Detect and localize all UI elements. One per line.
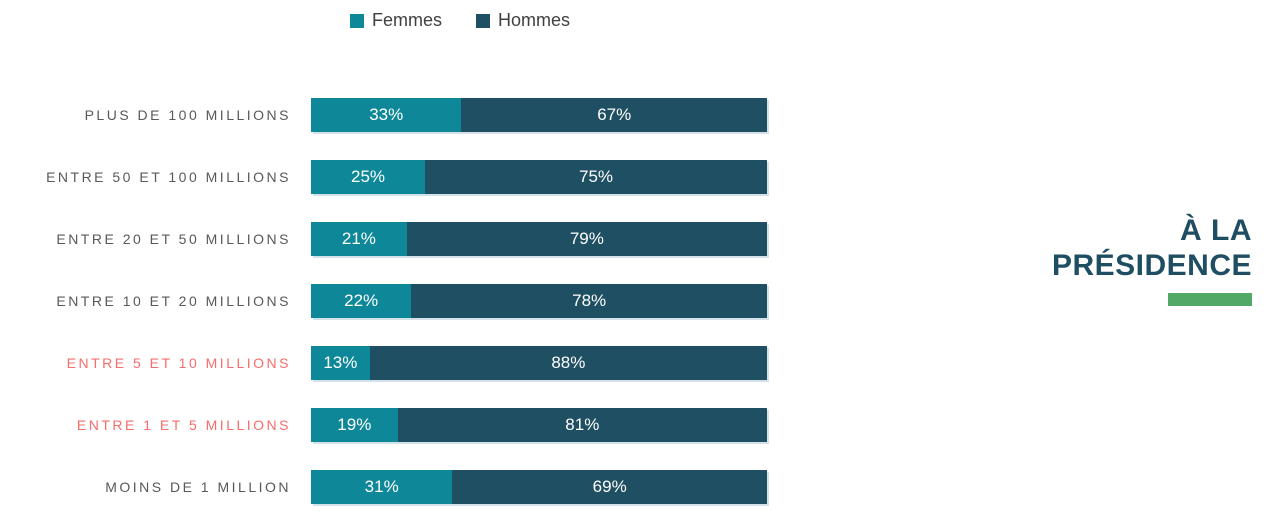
bar-value-label: 25% xyxy=(350,167,386,186)
category-label: MOINS DE 1 MILLION xyxy=(105,479,291,495)
category-label: ENTRE 10 ET 20 MILLIONS xyxy=(56,293,291,309)
bar-segment-hommes: 88% xyxy=(369,346,767,380)
bar-chart: PLUS DE 100 MILLIONS 33% 67% ENTRE 50 ET 10… xyxy=(0,84,790,517)
stacked-bar: 33% 67% xyxy=(311,98,767,132)
stacked-bar: 13% 88% xyxy=(311,346,767,380)
chart-row: ENTRE 50 ET 100 MILLIONS 25% 75% xyxy=(0,146,790,208)
legend-item-hommes: Hommes xyxy=(476,10,570,31)
bar-value-label: 22% xyxy=(344,291,379,310)
bar-segment-femmes: 33% xyxy=(311,98,462,132)
section-title: À LA PRÉSIDENCE xyxy=(992,213,1252,306)
bar-value-label: 33% xyxy=(369,105,404,124)
legend-label-hommes: Hommes xyxy=(498,10,571,30)
bar-value-label: 78% xyxy=(572,291,607,310)
stacked-bar: 19% 81% xyxy=(311,408,767,442)
section-title-line2: PRÉSIDENCE xyxy=(1051,249,1252,282)
chart-row: ENTRE 5 ET 10 MILLIONS 13% 88% xyxy=(0,332,790,394)
bar-value-label: 13% xyxy=(323,353,358,372)
stacked-bar: 25% 75% xyxy=(311,160,767,194)
chart-row: MOINS DE 1 MILLION 31% 69% xyxy=(0,456,790,517)
bar-segment-femmes: 31% xyxy=(311,470,453,504)
bar-segment-femmes: 25% xyxy=(311,160,425,194)
category-label: ENTRE 20 ET 50 MILLIONS xyxy=(56,231,291,247)
chart-row: PLUS DE 100 MILLIONS 33% 67% xyxy=(0,84,790,146)
bar-segment-femmes: 21% xyxy=(311,222,407,256)
legend-item-femmes: Femmes xyxy=(350,10,442,31)
bar-segment-femmes: 13% xyxy=(311,346,370,380)
chart-row: ENTRE 20 ET 50 MILLIONS 21% 79% xyxy=(0,208,790,270)
legend-swatch-hommes-icon xyxy=(476,13,491,28)
bar-value-label: 67% xyxy=(597,105,632,124)
bar-segment-hommes: 75% xyxy=(425,160,767,194)
bar-value-label: 31% xyxy=(364,477,399,496)
category-label: ENTRE 50 ET 100 MILLIONS xyxy=(46,169,291,185)
stacked-bar: 21% 79% xyxy=(311,222,767,256)
bar-segment-hommes: 79% xyxy=(406,222,767,256)
bar-segment-hommes: 78% xyxy=(411,284,767,318)
bar-segment-femmes: 22% xyxy=(311,284,412,318)
stacked-bar: 22% 78% xyxy=(311,284,767,318)
green-accent-bar xyxy=(1168,293,1252,306)
bar-segment-hommes: 81% xyxy=(397,408,767,442)
section-title-line1: À LA xyxy=(1180,214,1252,247)
chart-row: ENTRE 10 ET 20 MILLIONS 22% 78% xyxy=(0,270,790,332)
bar-value-label: 79% xyxy=(569,229,604,248)
legend-label-femmes: Femmes xyxy=(372,10,443,30)
bar-segment-femmes: 19% xyxy=(311,408,398,442)
bar-value-label: 88% xyxy=(551,353,586,372)
bar-value-label: 21% xyxy=(341,229,376,248)
bar-segment-hommes: 67% xyxy=(461,98,767,132)
chart-legend: Femmes Hommes xyxy=(350,10,570,31)
bar-value-label: 75% xyxy=(578,167,614,186)
chart-row: ENTRE 1 ET 5 MILLIONS 19% 81% xyxy=(0,394,790,456)
bar-value-label: 69% xyxy=(592,477,627,496)
legend-swatch-femmes-icon xyxy=(350,13,364,28)
category-label: ENTRE 5 ET 10 MILLIONS xyxy=(66,355,291,371)
category-label: PLUS DE 100 MILLIONS xyxy=(84,107,291,123)
stacked-bar: 31% 69% xyxy=(311,470,767,504)
bar-value-label: 81% xyxy=(565,415,600,434)
bar-value-label: 19% xyxy=(337,415,372,434)
category-label: ENTRE 1 ET 5 MILLIONS xyxy=(76,417,291,433)
bar-segment-hommes: 69% xyxy=(452,470,767,504)
